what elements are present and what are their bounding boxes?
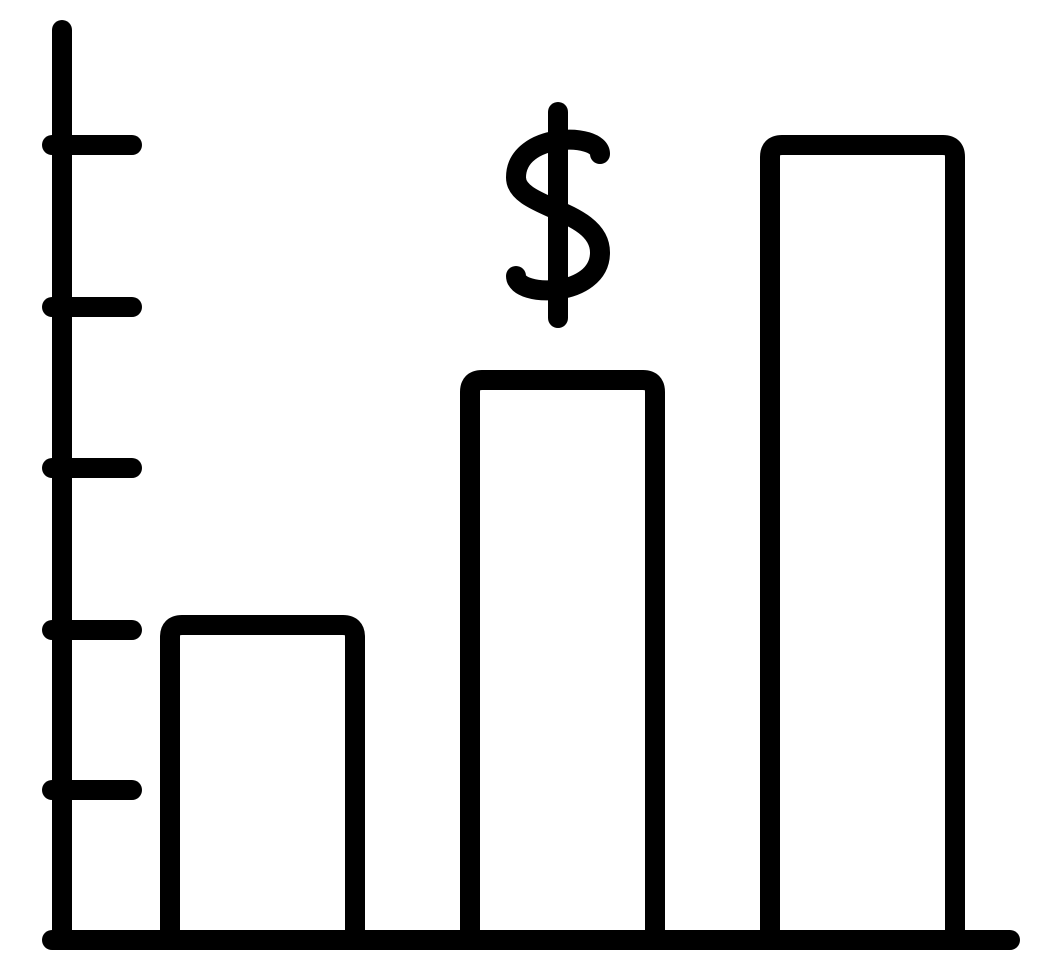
bar-0 xyxy=(170,625,355,930)
bar-2 xyxy=(770,145,955,930)
bar-1 xyxy=(470,380,655,930)
bar-chart-dollar-icon xyxy=(0,0,1037,980)
